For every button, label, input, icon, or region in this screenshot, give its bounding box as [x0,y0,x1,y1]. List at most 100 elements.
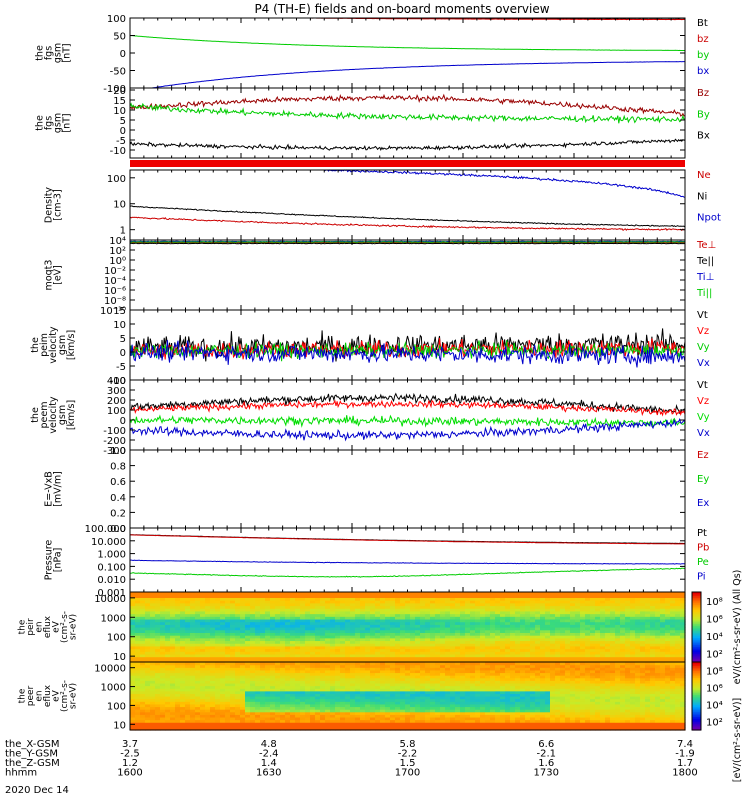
spectrogram-cell [430,594,436,598]
spectrogram-cell [305,618,311,623]
spectrogram-cell [245,688,251,692]
spectrogram-cell [275,627,281,631]
spectrogram-cell [380,637,386,642]
spectrogram-cell [130,624,136,628]
spectrogram-cell [195,675,201,679]
spectrogram-cell [375,597,381,601]
spectrogram-cell [655,616,661,620]
spectrogram-cell [555,627,561,631]
spectrogram-cell [425,635,431,639]
spectrogram-cell [345,597,351,601]
spectrogram-cell [205,635,211,639]
spectrogram-cell [235,632,241,636]
spectrogram-cell [300,677,306,681]
spectrogram-cell [320,680,326,684]
spectrogram-cell [675,635,681,639]
spectrogram-cell [145,600,151,604]
spectrogram-cell [515,600,521,604]
spectrogram-cell [160,635,166,639]
spectrogram-cell [460,602,466,607]
spectrogram-cell [620,616,626,620]
spectrogram-cell [150,688,156,692]
spectrogram-cell [610,643,616,647]
spectrogram-cell [230,698,236,702]
spectrogram-cell [215,643,221,647]
spectrogram-cell [335,610,341,615]
spectrogram-cell [275,640,281,644]
spectrogram-cell [150,602,156,607]
spectrogram-cell [135,727,141,731]
spectrogram-cell [625,629,631,633]
spectrogram-cell [530,653,536,658]
spectrogram-cell [280,616,286,620]
spectrogram-cell [305,621,311,625]
spectrogram-cell [305,719,311,723]
spectrogram-cell [465,613,471,617]
spectrogram-cell [225,711,231,715]
spectrogram-cell [410,624,416,628]
spectrogram-cell [675,597,681,601]
spectrogram-cell [200,672,206,676]
spectrogram-cell [670,602,676,607]
spectrogram-cell [595,616,601,620]
spectrogram-cell [235,664,241,668]
spectrogram-cell [305,640,311,644]
spectrogram-cell [240,643,246,647]
spectrogram-cell [275,602,281,607]
spectrogram-cell [145,716,151,721]
spectrogram-cell [320,597,326,601]
spectrogram-cell [280,669,286,674]
legend-bt-label: Bt [697,18,708,29]
spectrogram-cell [360,605,366,609]
spectrogram-cell [455,594,461,598]
spectrogram-cell [210,632,216,636]
spectrogram-cell [585,610,591,615]
spectrogram-cell [265,722,271,726]
spectrogram-cell [210,709,216,713]
spectrogram-cell [640,632,646,636]
spectrogram-cell [215,696,221,700]
spectrogram-cell [230,600,236,604]
spectrogram-cell [395,592,401,596]
spectrogram-cell [490,600,496,604]
spectrogram-cell [340,724,346,728]
spectrogram-cell [235,662,241,666]
spectrogram-cell [165,653,171,658]
spectrogram-cell [245,643,251,647]
spectrogram-cell [180,600,186,604]
spectrogram-cell [580,624,586,628]
spectrogram-cell [380,645,386,650]
spectrogram-cell [440,605,446,609]
spectrogram-cell [580,618,586,623]
spectrogram-cell [345,709,351,713]
spectrogram-cell [655,640,661,644]
spectrogram-cell [510,618,516,623]
spectrogram-cell [240,602,246,607]
spectrogram-cell [130,632,136,636]
spectrogram-cell [190,659,196,663]
y-axis-label: gsm [57,405,68,425]
colorbar-cell [692,656,701,660]
spectrogram-cell [675,613,681,617]
spectrogram-cell [360,627,366,631]
spectrogram-cell [375,624,381,628]
spectrogram-cell [315,651,321,655]
spectrogram-cell [680,629,686,633]
spectrogram-cell [605,610,611,615]
spectrogram-cell [605,618,611,623]
spectrogram-cell [135,719,141,723]
spectrogram-cell [585,629,591,633]
spectrogram-cell [590,618,596,623]
spectrogram-cell [210,719,216,723]
spectrogram-cell [165,635,171,639]
spectrogram-cell [470,618,476,623]
spectrogram-cell [275,667,281,671]
spectrogram-cell [280,594,286,598]
spectrogram-cell [650,610,656,615]
spectrogram-cell [525,608,531,612]
colorbar-tick-label: 10² [706,649,723,660]
spectrogram-cell [585,640,591,644]
spectrogram-cell [240,594,246,598]
spectrogram-cell [170,643,176,647]
